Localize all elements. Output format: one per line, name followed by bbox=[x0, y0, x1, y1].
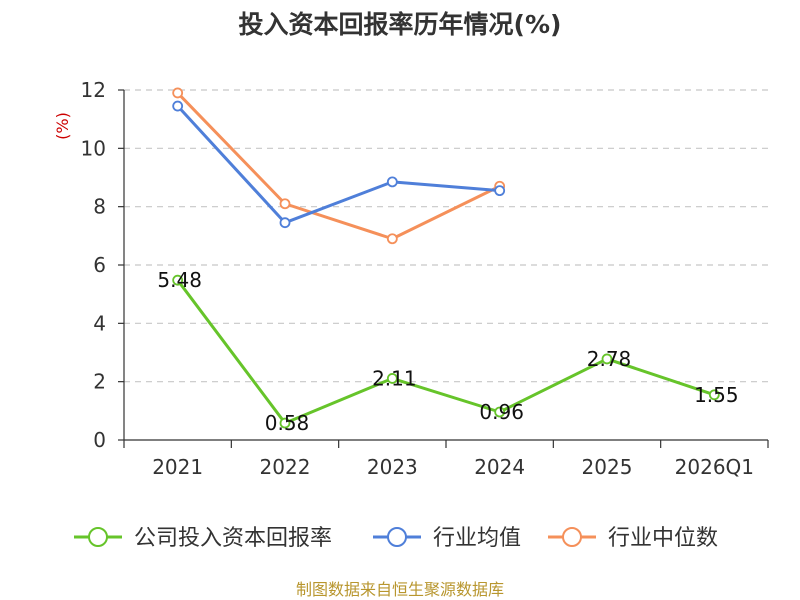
x-tick-label-2026Q1: 2026Q1 bbox=[675, 455, 754, 479]
legend-swatch-marker bbox=[387, 527, 407, 547]
data-point[interactable] bbox=[708, 389, 720, 401]
axes: 0 2 4 6 8 10 12 2021 2022 2023 2024 2025 2026Q1 bbox=[81, 78, 769, 479]
data-point[interactable] bbox=[172, 100, 184, 112]
data-point[interactable] bbox=[494, 406, 506, 418]
y-axis-label: (%) bbox=[53, 112, 72, 140]
legend-item-0[interactable]: 公司投入资本回报率 bbox=[74, 526, 332, 551]
data-label: 0.58 bbox=[265, 411, 310, 435]
data-point[interactable] bbox=[279, 417, 291, 429]
series-1 bbox=[172, 100, 506, 229]
data-point[interactable] bbox=[279, 217, 291, 229]
data-point[interactable] bbox=[386, 176, 398, 188]
x-tick-label-2022: 2022 bbox=[260, 455, 311, 479]
y-tick-label: 8 bbox=[93, 195, 106, 219]
series-lines bbox=[172, 87, 720, 429]
y-tick-label: 2 bbox=[93, 370, 106, 394]
chart-title: 投入资本回报率历年情况(%) bbox=[239, 10, 562, 39]
data-label: 0.96 bbox=[479, 400, 524, 424]
data-label: 1.55 bbox=[694, 383, 739, 407]
legend-item-2[interactable]: 行业中位数 bbox=[548, 526, 718, 551]
y-tick-label: 0 bbox=[93, 428, 106, 452]
legend-item-1[interactable]: 行业均值 bbox=[373, 526, 521, 551]
data-point[interactable] bbox=[279, 198, 291, 210]
y-tick-label: 4 bbox=[93, 311, 106, 335]
series-0 bbox=[172, 274, 720, 429]
y-tick-label: 10 bbox=[81, 136, 106, 160]
source-footer: 制图数据来自恒生聚源数据库 bbox=[296, 580, 504, 599]
legend[interactable]: 公司投入资本回报率 行业均值 行业中位数 bbox=[74, 526, 718, 551]
data-label: 5.48 bbox=[157, 268, 202, 292]
x-tick-label-2025: 2025 bbox=[582, 455, 633, 479]
data-point[interactable] bbox=[494, 185, 506, 197]
data-point[interactable] bbox=[601, 353, 613, 365]
x-tick-label-2023: 2023 bbox=[367, 455, 418, 479]
legend-label: 行业均值 bbox=[433, 526, 521, 551]
y-tick-label: 12 bbox=[81, 78, 106, 102]
series-line-1 bbox=[176, 105, 500, 225]
legend-label: 行业中位数 bbox=[608, 526, 718, 551]
data-label: 2.78 bbox=[587, 347, 632, 371]
legend-swatch-marker bbox=[562, 527, 582, 547]
data-point[interactable] bbox=[386, 233, 398, 245]
data-point[interactable] bbox=[172, 274, 184, 286]
x-tick-label-2024: 2024 bbox=[474, 455, 525, 479]
data-labels: 5.48 0.58 2.11 0.96 2.78 1.55 bbox=[157, 268, 738, 435]
series-2 bbox=[172, 87, 506, 245]
y-tick-label: 6 bbox=[93, 253, 106, 277]
gridlines bbox=[124, 89, 768, 383]
x-tick-label-2021: 2021 bbox=[152, 455, 203, 479]
series-line-0 bbox=[176, 279, 715, 425]
legend-swatch-marker bbox=[88, 527, 108, 547]
series-line-2 bbox=[176, 91, 501, 241]
data-label: 2.11 bbox=[372, 366, 417, 390]
legend-label: 公司投入资本回报率 bbox=[134, 526, 332, 551]
data-point[interactable] bbox=[172, 87, 184, 99]
data-point[interactable] bbox=[386, 373, 398, 384]
